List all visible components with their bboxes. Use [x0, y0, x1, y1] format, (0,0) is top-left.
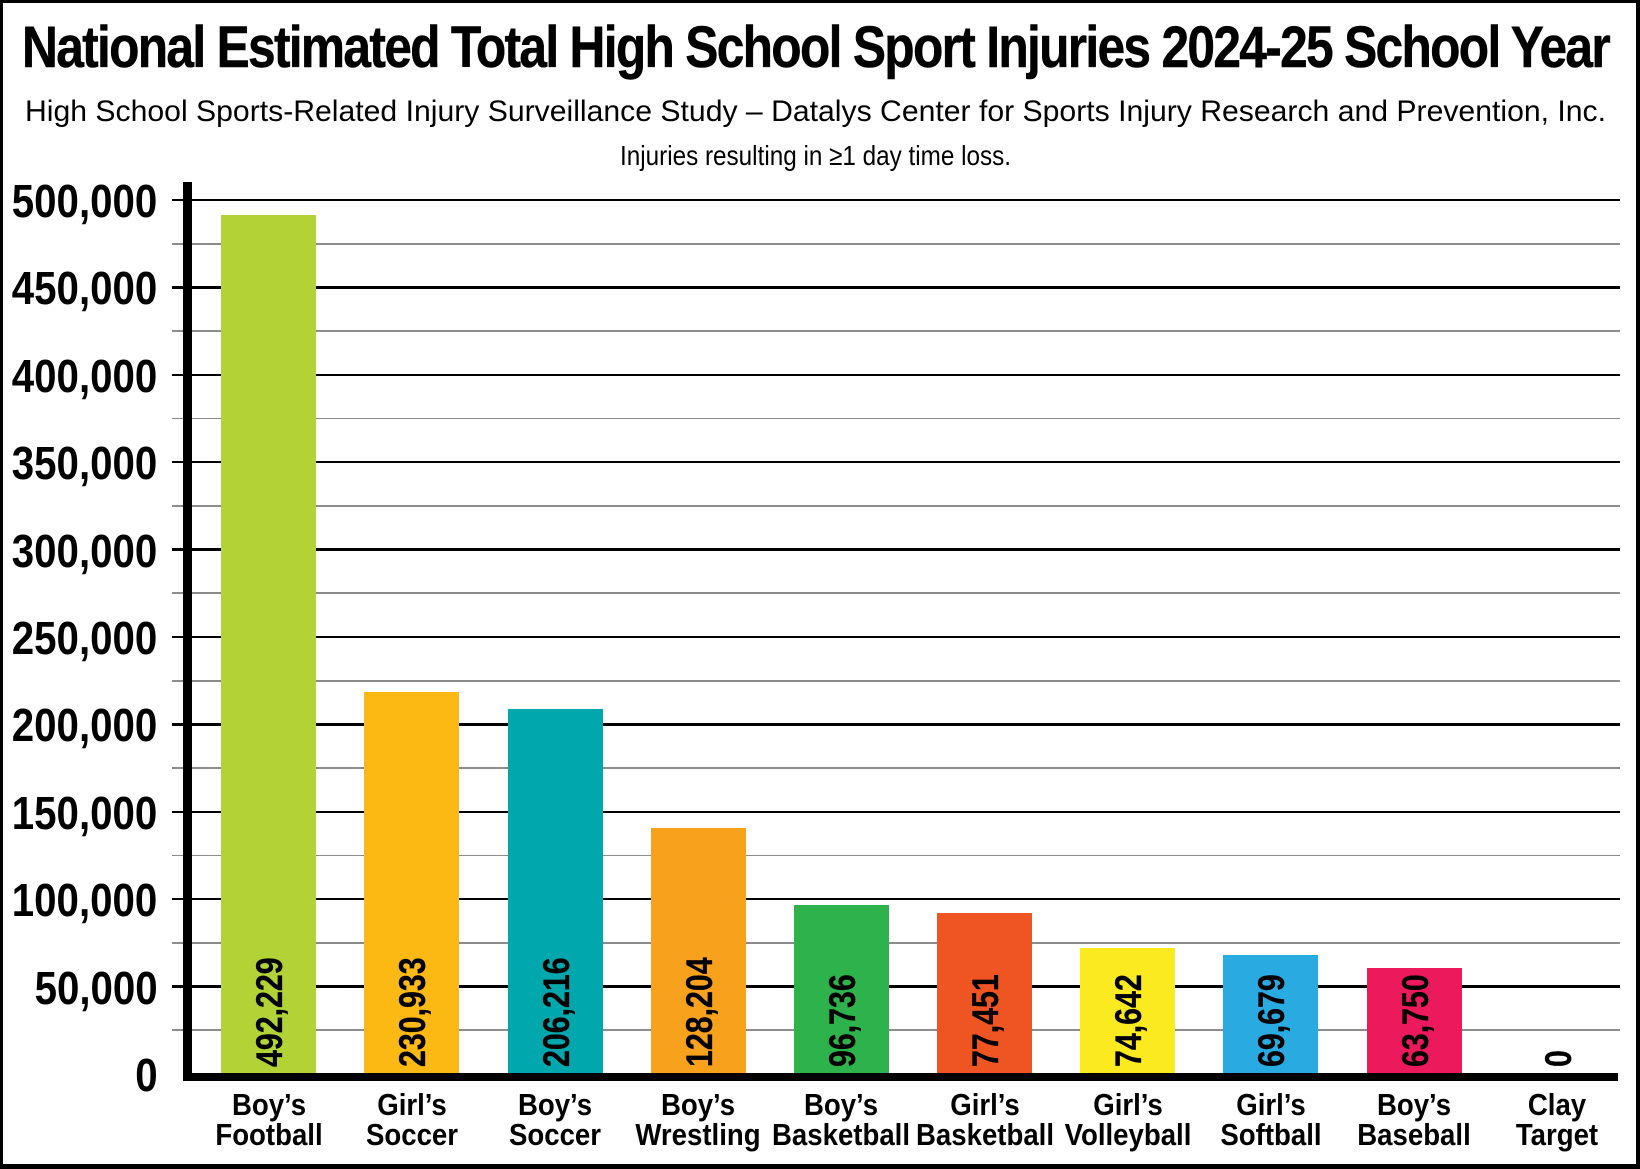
bar-value-label: 230,933: [392, 957, 434, 1067]
bar-girls-volleyball: [1080, 948, 1176, 1077]
category-line2: Soccer: [365, 1116, 458, 1152]
y-axis-line: [183, 182, 192, 1081]
chart-title: National Estimated Total High School Spo…: [22, 15, 1611, 81]
category-line1: Boy’s: [804, 1086, 879, 1122]
y-tick-label: 400,000: [12, 349, 158, 402]
x-category-label: Clay Target: [1424, 1086, 1640, 1152]
x-category-label: Girl’s Soccer: [278, 1086, 545, 1152]
bar-boys-wrestling: [650, 828, 746, 1077]
category-line2: Football: [215, 1116, 323, 1152]
bar-girls-soccer: [364, 692, 460, 1077]
major-gridline: [172, 723, 1620, 726]
bar-value-label: 74,642: [1108, 974, 1150, 1067]
category-line2: Soccer: [509, 1116, 602, 1152]
x-axis-line: [183, 1073, 1618, 1081]
category-line2: Volleyball: [1064, 1116, 1192, 1152]
x-category-label: Girl’s Basketball: [851, 1086, 1118, 1152]
x-category-label: Boy’s Baseball: [1281, 1086, 1548, 1152]
minor-gridline: [172, 854, 1620, 857]
category-line1: Boy’s: [661, 1086, 736, 1122]
category-line1: Boy’s: [231, 1086, 306, 1122]
category-line1: Boy’s: [518, 1086, 593, 1122]
x-category-label: Girl’s Volleyball: [994, 1086, 1261, 1152]
chart-note: Injuries resulting in ≥1 day time loss.: [620, 140, 1011, 171]
chart-subtitle: High School Sports-Related Injury Survei…: [25, 95, 1606, 128]
x-category-label: Girl’s Softball: [1137, 1086, 1404, 1152]
bar-value-label: 0: [1537, 1050, 1579, 1067]
major-gridline: [172, 635, 1620, 639]
category-line2: Target: [1515, 1116, 1599, 1152]
minor-gridline: [172, 941, 1620, 944]
category-line1: Clay: [1527, 1086, 1587, 1122]
category-line2: Wrestling: [635, 1116, 761, 1152]
major-gridline: [172, 548, 1620, 551]
category-line2: Baseball: [1357, 1116, 1471, 1152]
minor-gridline: [172, 417, 1620, 420]
bar-value-label: 96,736: [821, 974, 863, 1067]
major-gridline: [172, 985, 1620, 988]
minor-gridline: [172, 679, 1620, 682]
y-tick-label: 150,000: [12, 786, 158, 839]
minor-gridline: [172, 1029, 1620, 1032]
bar-value-label: 492,229: [249, 957, 291, 1067]
category-line1: Boy’s: [1376, 1086, 1452, 1122]
bar-value-label: 206,216: [535, 957, 577, 1067]
bar-girls-softball: [1223, 955, 1319, 1077]
x-category-label: Boy’s Soccer: [422, 1086, 689, 1152]
minor-gridline: [172, 504, 1620, 507]
major-gridline: [172, 198, 1620, 202]
bar-value-label: 77,451: [965, 974, 1007, 1067]
y-tick-label: 300,000: [12, 524, 158, 577]
y-tick-label: 450,000: [12, 262, 158, 315]
y-tick-label: 100,000: [12, 874, 158, 927]
major-gridline: [172, 810, 1620, 814]
bar-girls-basketball: [937, 913, 1033, 1077]
bar-value-label: 69,679: [1251, 974, 1293, 1067]
category-line1: Girl’s: [377, 1086, 447, 1122]
category-line1: Girl’s: [1236, 1086, 1306, 1122]
x-category-label: Boy’s Wrestling: [565, 1086, 832, 1152]
minor-gridline: [172, 242, 1620, 245]
minor-gridline: [172, 592, 1620, 595]
bar-value-label: 128,204: [678, 957, 720, 1067]
y-tick-label: 500,000: [12, 174, 158, 227]
major-gridline: [172, 897, 1620, 901]
major-gridline: [172, 373, 1620, 377]
category-line2: Softball: [1220, 1116, 1322, 1152]
minor-gridline: [172, 767, 1620, 770]
y-tick-label: 200,000: [12, 699, 158, 752]
y-tick-label: 0: [135, 1048, 158, 1101]
minor-gridline: [172, 330, 1620, 333]
y-tick-label: 50,000: [34, 961, 158, 1014]
bar-boys-soccer: [507, 709, 603, 1077]
x-category-label: Boy’s Football: [135, 1086, 402, 1152]
bar-boys-football: [221, 214, 317, 1077]
category-line2: Basketball: [915, 1116, 1054, 1152]
category-line2: Basketball: [772, 1116, 911, 1152]
category-line1: Girl’s: [949, 1086, 1020, 1122]
major-gridline: [172, 460, 1620, 464]
bar-boys-basketball: [793, 904, 889, 1077]
category-line1: Girl’s: [1092, 1086, 1163, 1122]
x-category-label: Boy’s Basketball: [708, 1086, 975, 1152]
y-tick-label: 250,000: [12, 611, 158, 664]
y-tick-label: 350,000: [12, 437, 158, 490]
bar-boys-baseball: [1366, 968, 1462, 1077]
bar-value-label: 63,750: [1394, 974, 1436, 1067]
major-gridline: [172, 286, 1620, 289]
